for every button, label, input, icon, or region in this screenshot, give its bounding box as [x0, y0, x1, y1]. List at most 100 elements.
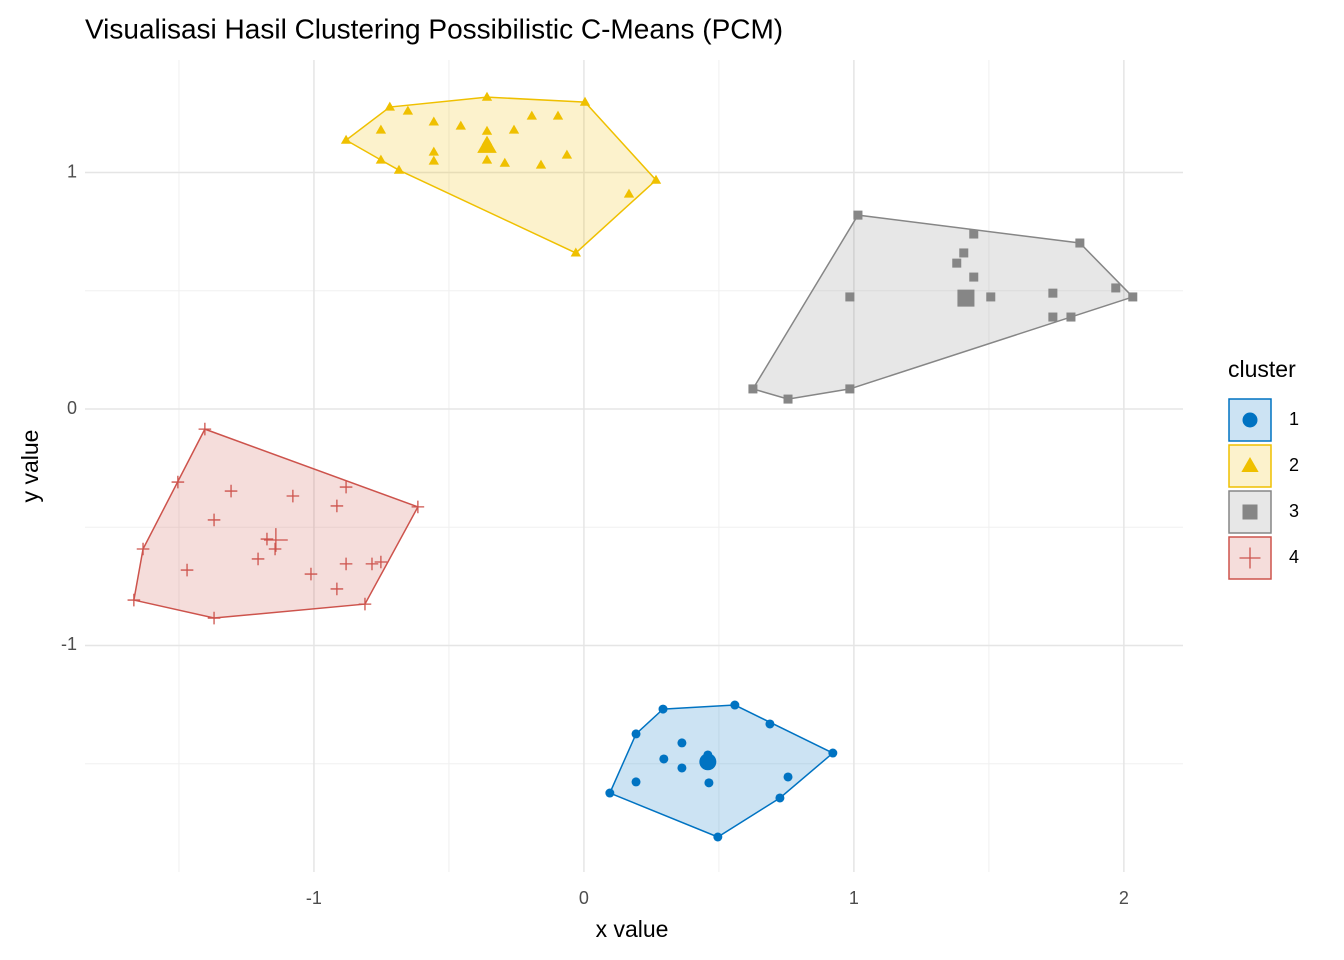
point [677, 763, 687, 773]
point [411, 500, 425, 514]
point [765, 719, 775, 729]
point [1066, 312, 1076, 322]
point [775, 793, 785, 803]
point [1241, 457, 1259, 472]
y-axis-label: y value [17, 430, 43, 503]
point [704, 778, 714, 788]
point [526, 110, 537, 120]
point [428, 146, 439, 156]
point [1048, 288, 1058, 298]
point [783, 772, 793, 782]
cluster [127, 422, 425, 625]
point [579, 96, 591, 106]
point [730, 700, 740, 710]
point [477, 135, 497, 153]
cluster-hull [608, 704, 835, 838]
point [358, 597, 372, 611]
point [605, 788, 615, 798]
point [969, 272, 979, 282]
point [393, 164, 405, 174]
point [375, 154, 387, 164]
chart-title: Visualisasi Hasil Clustering Possibilist… [85, 13, 783, 44]
legend-label: 4 [1289, 547, 1299, 567]
point [1075, 238, 1085, 248]
point [1048, 312, 1058, 322]
point [330, 582, 344, 596]
point [365, 557, 379, 571]
x-tick-label: 1 [849, 888, 859, 908]
point [677, 738, 687, 748]
point [402, 105, 414, 115]
point [623, 188, 635, 198]
point [1239, 547, 1261, 569]
point [263, 528, 288, 552]
point [853, 210, 863, 220]
point [699, 753, 717, 771]
point [180, 563, 194, 577]
point [631, 777, 641, 787]
point [845, 292, 855, 302]
point [339, 480, 353, 494]
point [224, 484, 238, 498]
point [570, 247, 581, 257]
y-tick-label: 0 [67, 398, 77, 418]
point [713, 832, 723, 842]
point [339, 557, 353, 571]
legend-key [1228, 536, 1272, 580]
point [631, 729, 641, 739]
point [286, 489, 300, 503]
legend-label: 1 [1289, 409, 1299, 429]
x-tick-label: -1 [306, 888, 322, 908]
point [268, 542, 282, 556]
legend-label: 3 [1289, 501, 1299, 521]
point [748, 384, 758, 394]
point [986, 292, 996, 302]
point [384, 101, 395, 111]
cluster [605, 700, 838, 842]
point [171, 475, 185, 489]
point [428, 155, 439, 165]
point [561, 149, 573, 159]
point [330, 499, 344, 513]
cluster [340, 91, 662, 257]
point [207, 611, 221, 625]
point [1242, 412, 1258, 428]
point [845, 384, 855, 394]
point [658, 704, 668, 714]
legend-title: cluster [1228, 356, 1296, 382]
point [374, 555, 388, 569]
point [969, 229, 979, 239]
point [375, 124, 387, 134]
point [481, 154, 493, 164]
cluster-hull [133, 428, 419, 619]
point [207, 513, 221, 527]
y-tick-label: 1 [67, 161, 77, 181]
point [340, 134, 352, 144]
point [535, 159, 547, 169]
point [508, 124, 520, 134]
point [251, 552, 265, 566]
point [952, 258, 962, 268]
point [127, 593, 141, 607]
point [428, 116, 439, 126]
point [481, 91, 493, 101]
point [1128, 292, 1138, 302]
x-tick-label: 2 [1119, 888, 1129, 908]
point [499, 157, 510, 167]
point [304, 567, 318, 581]
legend-label: 2 [1289, 455, 1299, 475]
point [959, 248, 969, 258]
point [198, 422, 212, 436]
grid [85, 60, 1183, 872]
point [783, 394, 793, 404]
x-tick-label: 0 [579, 888, 589, 908]
point [957, 289, 975, 307]
point [455, 120, 466, 130]
x-axis-label: x value [596, 916, 669, 942]
point [1242, 504, 1258, 520]
point [260, 532, 274, 546]
point [481, 125, 493, 135]
point [136, 542, 150, 556]
cluster-hull [344, 96, 658, 254]
